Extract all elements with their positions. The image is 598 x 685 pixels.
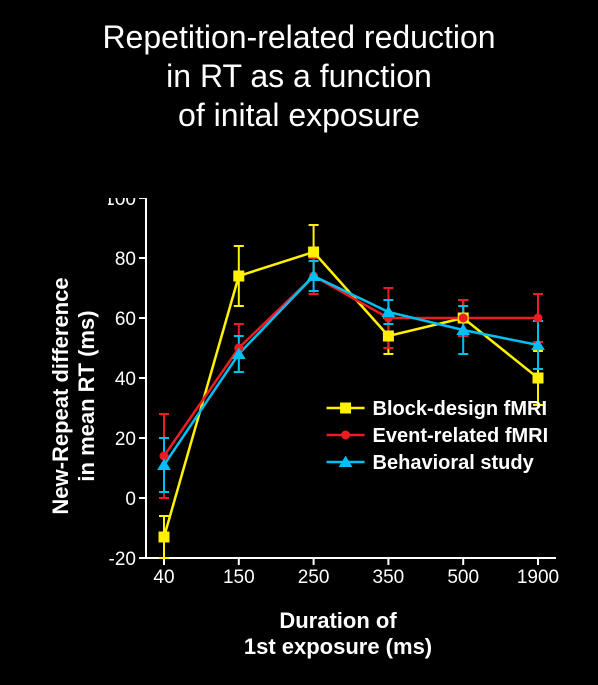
xtick-label: 350: [373, 567, 405, 588]
chart-area: -20 0 20 40 60 80 100 40 150 250 350 500 1900 Block-d…: [108, 198, 568, 608]
chart-svg: -20 0 20 40 60 80 100 40 150 250 350 500 1900 Block-d…: [108, 198, 568, 608]
legend-label: Behavioral study: [373, 452, 535, 474]
xlabel-line-2: 1st exposure (ms): [108, 634, 568, 660]
ylabel-line-2: in mean RT (ms): [74, 236, 100, 556]
ytick-label: 40: [115, 369, 136, 390]
legend-label: Block-design fMRI: [373, 398, 547, 420]
chart-title: Repetition-related reduction in RT as a …: [0, 0, 598, 135]
ytick-label: 60: [115, 309, 136, 330]
xlabel-line-1: Duration of: [108, 608, 568, 634]
ytick-label: -20: [109, 549, 136, 570]
ytick-label: 0: [125, 489, 136, 510]
title-line-3: of inital exposure: [0, 96, 598, 135]
ytick-label: 100: [108, 198, 136, 210]
legend-label: Event-related fMRI: [373, 425, 549, 447]
ytick-label: 20: [115, 429, 136, 450]
ylabel-line-1: New-Repeat difference: [48, 236, 74, 556]
y-axis-label: New-Repeat difference in mean RT (ms): [48, 236, 100, 556]
xtick-label: 40: [153, 567, 174, 588]
title-line-1: Repetition-related reduction: [0, 18, 598, 57]
xtick-label: 150: [223, 567, 255, 588]
xtick-label: 1900: [517, 567, 559, 588]
ytick-label: 80: [115, 249, 136, 270]
title-line-2: in RT as a function: [0, 57, 598, 96]
xtick-label: 500: [447, 567, 479, 588]
x-axis-label: Duration of 1st exposure (ms): [108, 608, 568, 660]
xtick-label: 250: [298, 567, 330, 588]
